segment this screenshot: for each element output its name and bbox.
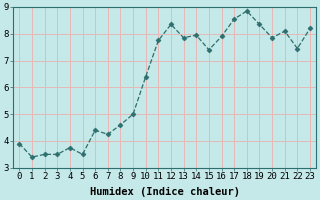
X-axis label: Humidex (Indice chaleur): Humidex (Indice chaleur) (90, 186, 240, 197)
